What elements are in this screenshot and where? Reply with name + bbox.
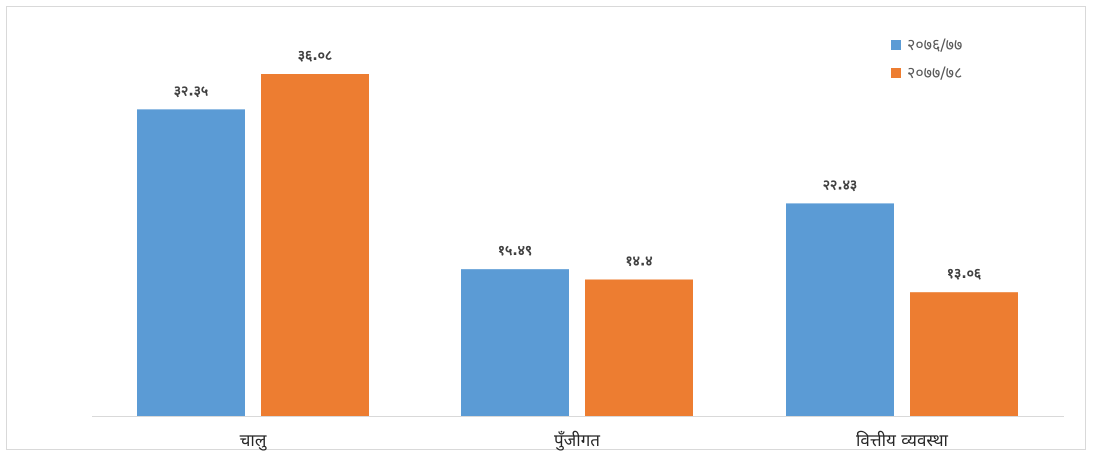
data-label-2-1: ३६.०८ <box>298 48 332 64</box>
legend-swatch-2 <box>891 68 901 78</box>
bar-1-3 <box>786 203 894 416</box>
data-label-2-2: १४.४ <box>625 254 652 270</box>
bar-2-2 <box>585 279 693 416</box>
legend-swatch-1 <box>891 40 901 50</box>
data-label-2-3: १३.०६ <box>947 266 982 282</box>
category-label-1: चालु <box>240 431 268 451</box>
data-label-1-3: २२.४३ <box>823 177 857 193</box>
legend-label-1: २०७६/७७ <box>907 35 962 54</box>
category-label-3: वित्तीय व्यवस्था <box>856 430 949 451</box>
data-label-1-1: ३२.३५ <box>174 83 208 99</box>
bar-1-2 <box>461 269 569 416</box>
bar-2-1 <box>261 74 369 416</box>
bar-2-3 <box>910 292 1018 416</box>
category-label-2: पुँजीगत <box>554 430 600 451</box>
bar-1-1 <box>137 109 245 416</box>
legend-label-2: २०७७/७८ <box>907 63 962 82</box>
data-label-1-2: १५.४९ <box>498 243 532 259</box>
